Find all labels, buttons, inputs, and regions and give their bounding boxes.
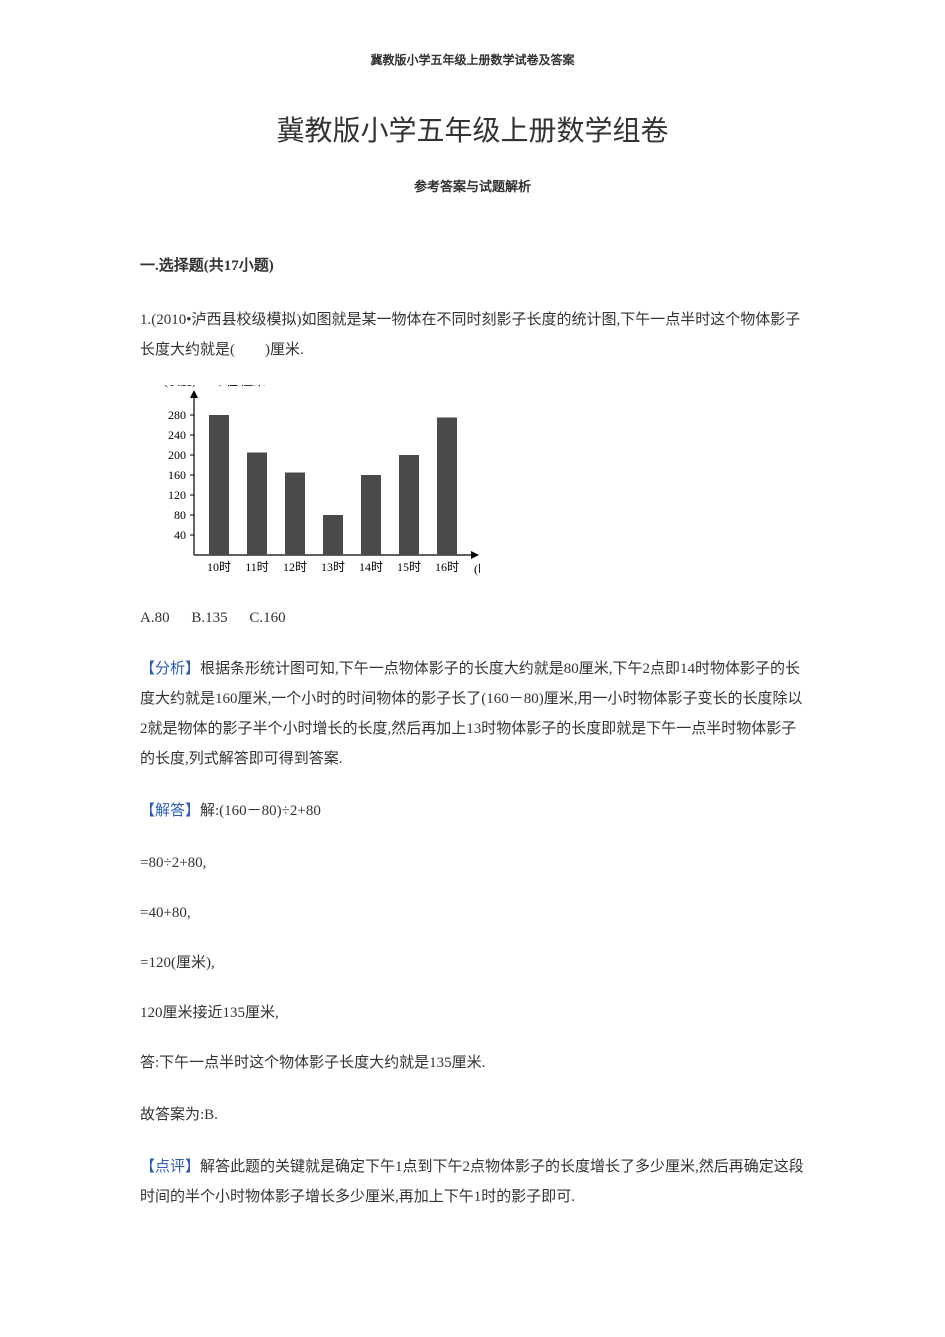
svg-text:14时: 14时 xyxy=(359,560,383,574)
section-header: 一.选择题(共17小题) xyxy=(140,253,805,280)
svg-text:40: 40 xyxy=(174,528,186,542)
analysis-paragraph: 【分析】根据条形统计图可知,下午一点物体影子的长度大约就是80厘米,下午2点即1… xyxy=(140,654,805,774)
page-header: 冀教版小学五年级上册数学试卷及答案 xyxy=(140,50,805,72)
comment-paragraph: 【点评】解答此题的关键就是确定下午1点到下午2点物体影子的长度增长了多少厘米,然… xyxy=(140,1152,805,1212)
svg-text:(长度): (长度) xyxy=(164,385,196,388)
svg-text:120: 120 xyxy=(168,488,186,502)
option-a: A.80 xyxy=(140,610,170,626)
comment-label: 【点评】 xyxy=(140,1159,200,1175)
bar-chart: 40 80 120 160 200 240 280 (长度) 单位:厘米 (时间) 10时 11时 12… xyxy=(140,385,805,585)
solve-step: =120(厘米), xyxy=(140,948,805,978)
option-b: B.135 xyxy=(191,610,227,626)
solve-label: 【解答】 xyxy=(140,803,200,819)
svg-text:13时: 13时 xyxy=(321,560,345,574)
subtitle: 参考答案与试题解析 xyxy=(140,175,805,198)
option-c: C.160 xyxy=(249,610,285,626)
svg-text:(时间): (时间) xyxy=(474,562,480,576)
solve-header: 【解答】解:(160－80)÷2+80 xyxy=(140,796,805,826)
svg-text:16时: 16时 xyxy=(435,560,459,574)
svg-text:80: 80 xyxy=(174,508,186,522)
svg-text:单位:厘米: 单位:厘米 xyxy=(214,385,265,388)
solve-head-text: 解:(160－80)÷2+80 xyxy=(200,803,321,819)
main-title: 冀教版小学五年级上册数学组卷 xyxy=(140,107,805,157)
analysis-text: 根据条形统计图可知,下午一点物体影子的长度大约就是80厘米,下午2点即14时物体… xyxy=(140,661,803,767)
final-answer: 故答案为:B. xyxy=(140,1100,805,1130)
svg-text:10时: 10时 xyxy=(207,560,231,574)
approx-line: 120厘米接近135厘米, xyxy=(140,998,805,1028)
comment-text: 解答此题的关键就是确定下午1点到下午2点物体影子的长度增长了多少厘米,然后再确定… xyxy=(140,1159,804,1205)
analysis-label: 【分析】 xyxy=(140,661,200,677)
solve-step: =40+80, xyxy=(140,898,805,928)
answer-line: 答:下午一点半时这个物体影子长度大约就是135厘米. xyxy=(140,1048,805,1078)
svg-text:15时: 15时 xyxy=(397,560,421,574)
solve-step: =80÷2+80, xyxy=(140,848,805,878)
svg-text:160: 160 xyxy=(168,468,186,482)
question-text: 1.(2010•泸西县校级模拟)如图就是某一物体在不同时刻影子长度的统计图,下午… xyxy=(140,305,805,365)
svg-text:240: 240 xyxy=(168,428,186,442)
svg-text:11时: 11时 xyxy=(245,560,269,574)
svg-text:280: 280 xyxy=(168,408,186,422)
svg-text:200: 200 xyxy=(168,448,186,462)
svg-text:12时: 12时 xyxy=(283,560,307,574)
answer-options: A.80 B.135 C.160 xyxy=(140,605,805,632)
